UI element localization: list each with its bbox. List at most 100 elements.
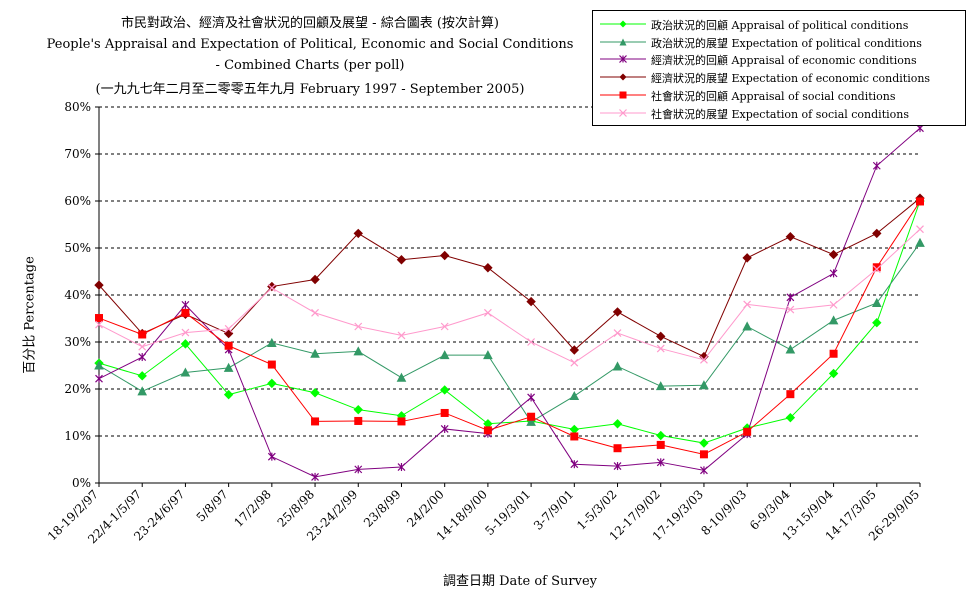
x-tick-label: 24/2/00 — [404, 487, 447, 530]
chart-title-line-3: - Combined Charts (per poll) — [215, 58, 405, 73]
data-point — [181, 328, 190, 337]
data-point — [95, 314, 103, 323]
data-point — [786, 293, 795, 302]
legend-label: 政治狀況的回顧 Appraisal of political condition… — [651, 19, 909, 32]
data-point — [570, 432, 579, 441]
y-axis-label: 百分比 Percentage — [22, 256, 38, 374]
data-point — [440, 424, 449, 433]
data-point — [569, 390, 580, 401]
data-point — [310, 274, 320, 285]
data-point — [311, 472, 319, 481]
data-point — [785, 232, 796, 242]
data-point — [915, 237, 925, 247]
data-point — [310, 388, 320, 398]
data-point — [483, 426, 492, 435]
data-point — [181, 300, 190, 309]
y-tick-label: 30% — [64, 335, 91, 349]
data-point — [742, 253, 752, 263]
data-point — [527, 412, 536, 421]
data-point — [785, 344, 796, 354]
data-point — [526, 296, 536, 307]
data-point — [353, 404, 363, 415]
data-point — [526, 416, 536, 426]
data-point — [137, 371, 147, 381]
data-point — [916, 225, 924, 234]
legend-label: 經濟狀況的回顧 Appraisal of economic conditions — [651, 54, 917, 68]
data-point — [267, 337, 277, 347]
data-point — [743, 427, 752, 436]
data-point — [527, 393, 536, 402]
data-point — [828, 368, 839, 379]
chart-title-line-1: 市民對政治、經濟及社會狀況的回顧及展望 - 綜合圖表 (按次計算) — [121, 16, 499, 31]
data-point — [397, 331, 406, 340]
data-point — [353, 346, 364, 356]
data-point — [872, 161, 881, 170]
data-point — [828, 249, 839, 260]
data-point — [267, 284, 276, 292]
y-tick-label: 0% — [72, 476, 91, 490]
series-line-4 — [98, 197, 921, 358]
data-point — [569, 345, 580, 355]
legend-item: 經濟狀況的回顧 Appraisal of economic conditions — [593, 50, 965, 67]
x-tick-label: 23/8/99 — [361, 487, 404, 530]
data-point — [829, 269, 838, 278]
legend-label: 政治狀況的展望 Expectation of political conditi… — [651, 36, 922, 50]
data-point — [872, 318, 882, 328]
data-point — [137, 386, 148, 396]
data-point — [699, 450, 708, 459]
chart-title-line-2: People's Appraisal and Expectation of Po… — [46, 37, 574, 52]
data-point — [181, 308, 190, 317]
data-point — [440, 322, 449, 331]
data-point — [439, 385, 450, 395]
legend-label: 社會狀況的回顧 Appraisal of social conditions — [651, 89, 896, 103]
data-point — [872, 228, 882, 239]
data-point — [570, 358, 579, 367]
data-point — [612, 419, 623, 429]
data-point — [224, 324, 233, 333]
data-point — [527, 338, 536, 346]
data-point — [354, 416, 363, 425]
chart-title-line-4: (一九九七年二月至二零零五年九月 February 1997 - Septemb… — [95, 82, 525, 97]
data-point — [656, 344, 665, 353]
data-point — [267, 360, 276, 369]
data-point — [267, 378, 277, 389]
legend-item: 經濟狀況的展望 Expectation of economic conditio… — [593, 68, 965, 85]
legend-swatch — [600, 20, 646, 28]
legend-label: 社會狀況的展望 Expectation of social conditions — [651, 107, 909, 121]
data-point — [569, 424, 580, 435]
data-point — [656, 430, 666, 441]
legend-label: 經濟狀況的展望 Expectation of economic conditio… — [651, 72, 931, 86]
data-point — [483, 308, 492, 317]
data-point — [655, 381, 666, 391]
y-tick-label: 70% — [64, 147, 91, 161]
legend-swatch — [600, 108, 646, 117]
chart-legend: 政治狀況的回顧 Appraisal of political condition… — [592, 10, 966, 126]
series-line-6 — [98, 228, 921, 364]
x-axis-label: 調查日期 Date of Survey — [442, 574, 597, 589]
data-point — [699, 438, 709, 448]
series-line-5 — [98, 201, 921, 455]
y-tick-label: 40% — [64, 288, 91, 302]
data-point — [786, 305, 795, 314]
data-point — [656, 458, 665, 467]
data-point — [311, 308, 319, 317]
data-point — [138, 342, 147, 351]
data-point — [397, 463, 406, 472]
x-tick-label: 8-10/9/03 — [698, 487, 749, 538]
data-point — [397, 417, 406, 426]
data-point — [829, 349, 838, 358]
x-tick-label: 3-7/9/01 — [531, 487, 576, 532]
data-point — [396, 255, 407, 265]
data-point — [223, 389, 234, 400]
data-point — [916, 197, 924, 206]
data-point — [223, 362, 234, 372]
data-point — [742, 321, 752, 331]
series-line-2 — [98, 242, 921, 423]
data-point — [267, 452, 276, 461]
x-tick-label: 1-5/3/02 — [574, 487, 619, 532]
legend-swatch — [600, 73, 646, 81]
data-point — [95, 374, 103, 383]
data-point — [396, 372, 407, 382]
data-point — [786, 390, 795, 399]
